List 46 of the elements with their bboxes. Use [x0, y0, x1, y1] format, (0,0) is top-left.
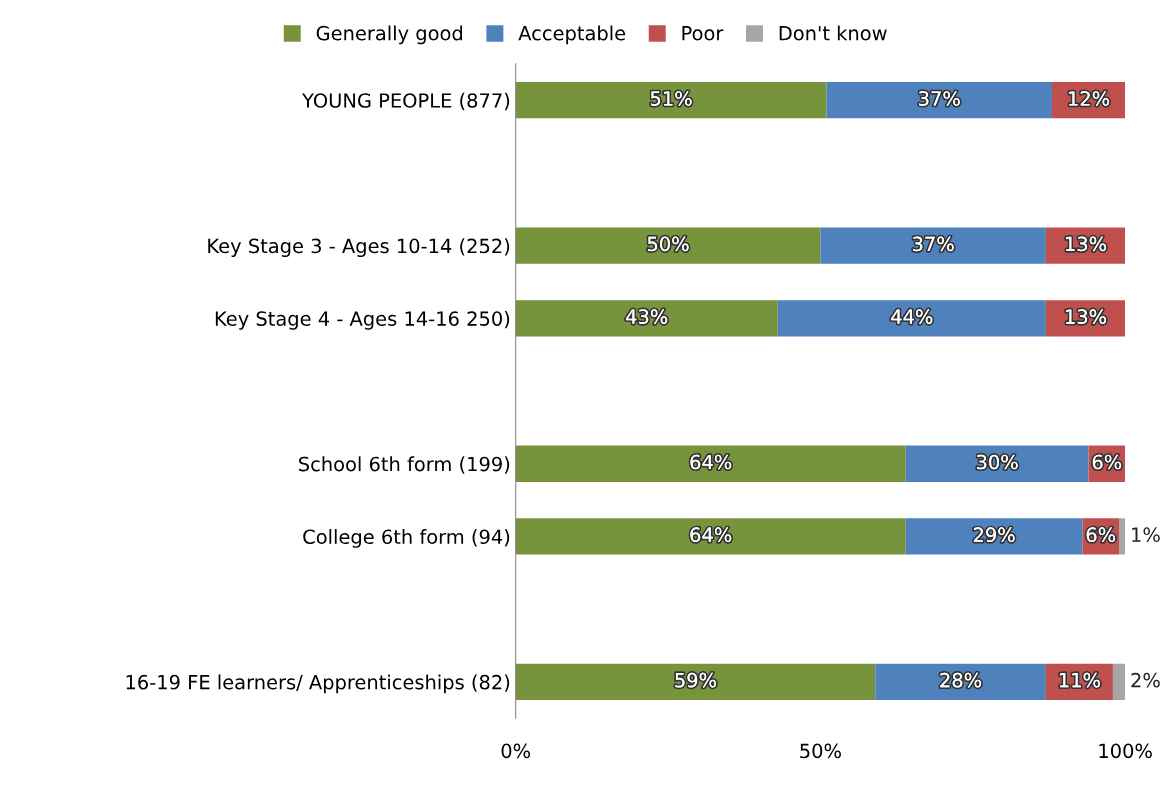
- legend-label: Generally good: [316, 25, 462, 45]
- data-label: 12%: [1069, 91, 1110, 106]
- data-label: 11%: [1059, 672, 1100, 688]
- data-label: 64%: [690, 527, 732, 543]
- bar: [515, 227, 821, 264]
- bar: [515, 445, 906, 482]
- data-label: 51%: [650, 91, 692, 106]
- bar: [1112, 663, 1126, 701]
- data-label: 30%: [977, 454, 1018, 470]
- data-label: 28%: [940, 672, 982, 688]
- legend-label: Poor: [682, 26, 724, 41]
- x-tick-label: 100%: [1099, 743, 1152, 759]
- data-label: 13%: [1066, 309, 1107, 324]
- data-label: 37%: [913, 236, 954, 252]
- bar: [515, 82, 827, 119]
- data-label: 44%: [891, 309, 933, 324]
- x-tick-label: 0%: [501, 743, 531, 759]
- bar: [515, 300, 778, 337]
- legend-label: Acceptable: [518, 25, 626, 45]
- data-label: 1%: [1132, 527, 1160, 543]
- data-label: 43%: [626, 309, 668, 324]
- data-label: 6%: [1092, 454, 1122, 470]
- data-label: 6%: [1086, 527, 1116, 543]
- data-label: 2%: [1131, 672, 1160, 688]
- bar: [905, 518, 1083, 555]
- data-label: 13%: [1066, 236, 1107, 252]
- y-tick-label: Key Stage 3 - Ages 10-14 (252): [208, 238, 510, 258]
- legend-label: Don't know: [779, 25, 887, 41]
- data-label: 37%: [919, 91, 960, 106]
- bar: [515, 663, 876, 701]
- y-tick-label: School 6th form (199): [299, 456, 510, 474]
- bar: [777, 300, 1046, 337]
- data-label: 64%: [690, 454, 732, 470]
- y-tick-label: YOUNG PEOPLE (877): [302, 92, 510, 111]
- data-label: 59%: [675, 672, 716, 688]
- bar: [515, 518, 906, 555]
- bar: [1119, 518, 1126, 555]
- y-tick-label: College 6th form (94): [303, 529, 510, 548]
- data-label: 50%: [647, 236, 689, 252]
- x-tick-label: 50%: [800, 743, 841, 759]
- data-label: 29%: [973, 527, 1015, 543]
- bar: [905, 445, 1089, 482]
- y-tick-label: Key Stage 4 - Ages 14-16 250): [215, 310, 510, 330]
- bar: [820, 227, 1046, 264]
- bar: [826, 82, 1052, 119]
- y-tick-label: 16-19 FE learners/ Apprenticeships (82): [126, 674, 510, 694]
